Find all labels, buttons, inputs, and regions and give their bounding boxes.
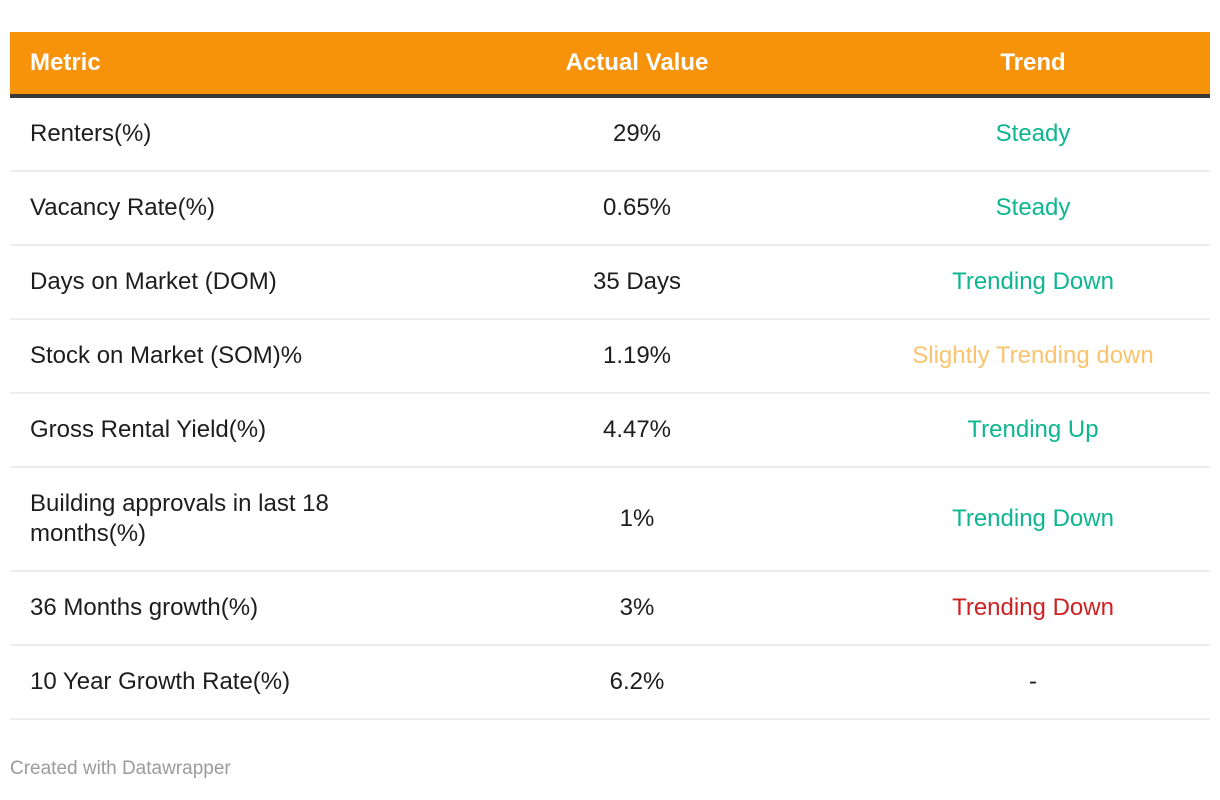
value-cell: 1%: [418, 467, 856, 572]
table-row: Vacancy Rate(%) 0.65% Steady: [10, 171, 1210, 246]
metric-cell: Gross Rental Yield(%): [10, 393, 418, 468]
metrics-table: Metric Actual Value Trend Renters(%) 29%…: [10, 32, 1210, 720]
trend-cell: Steady: [856, 96, 1210, 172]
metric-cell: Stock on Market (SOM)%: [10, 319, 418, 394]
value-cell: 6.2%: [418, 645, 856, 720]
metric-cell: Vacancy Rate(%): [10, 171, 418, 246]
trend-cell: Trending Down: [856, 467, 1210, 572]
value-cell: 0.65%: [418, 171, 856, 246]
column-header-metric: Metric: [10, 32, 418, 98]
value-cell: 4.47%: [418, 393, 856, 468]
table-row: 10 Year Growth Rate(%) 6.2% -: [10, 645, 1210, 720]
trend-cell: Trending Up: [856, 393, 1210, 468]
attribution-text: Created with Datawrapper: [10, 758, 231, 779]
metric-cell: 10 Year Growth Rate(%): [10, 645, 418, 720]
value-cell: 3%: [418, 571, 856, 646]
table-body: Renters(%) 29% Steady Vacancy Rate(%) 0.…: [10, 96, 1210, 720]
trend-cell: Slightly Trending down: [856, 319, 1210, 394]
datawrapper-table-chart: Metric Actual Value Trend Renters(%) 29%…: [10, 32, 1210, 720]
metric-cell: Days on Market (DOM): [10, 245, 418, 320]
table-row: Days on Market (DOM) 35 Days Trending Do…: [10, 245, 1210, 320]
table-row: Gross Rental Yield(%) 4.47% Trending Up: [10, 393, 1210, 468]
value-cell: 35 Days: [418, 245, 856, 320]
trend-cell: Trending Down: [856, 245, 1210, 320]
metric-cell: Building approvals in last 18 months(%): [10, 467, 418, 572]
table-row: Stock on Market (SOM)% 1.19% Slightly Tr…: [10, 319, 1210, 394]
trend-cell: Trending Down: [856, 571, 1210, 646]
table-row: Renters(%) 29% Steady: [10, 96, 1210, 172]
table-row: Building approvals in last 18 months(%) …: [10, 467, 1210, 572]
column-header-actual-value: Actual Value: [418, 32, 856, 98]
trend-cell: -: [856, 645, 1210, 720]
header-row: Metric Actual Value Trend: [10, 32, 1210, 98]
trend-cell: Steady: [856, 171, 1210, 246]
metric-cell: Renters(%): [10, 96, 418, 172]
table-header: Metric Actual Value Trend: [10, 32, 1210, 98]
metric-cell: 36 Months growth(%): [10, 571, 418, 646]
column-header-trend: Trend: [856, 32, 1210, 98]
value-cell: 1.19%: [418, 319, 856, 394]
value-cell: 29%: [418, 96, 856, 172]
table-row: 36 Months growth(%) 3% Trending Down: [10, 571, 1210, 646]
